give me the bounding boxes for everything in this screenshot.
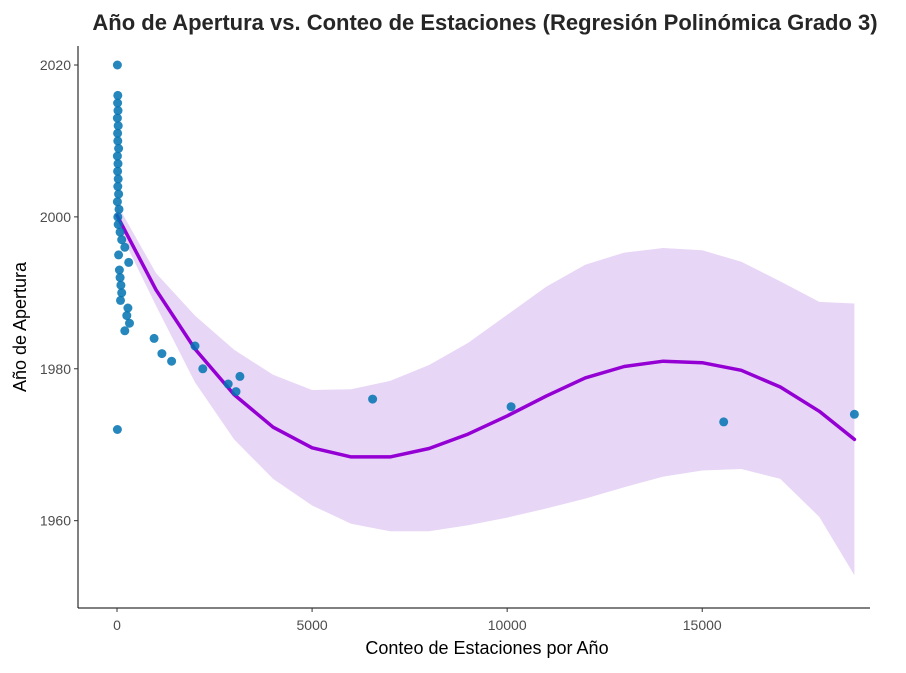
data-point [125, 318, 134, 328]
data-point [223, 379, 233, 389]
data-point [113, 90, 123, 100]
data-point [157, 349, 167, 359]
data-point [113, 212, 123, 222]
data-point [719, 417, 729, 427]
data-point [113, 106, 123, 116]
data-point [113, 98, 123, 108]
data-point [120, 326, 130, 336]
data-point [114, 144, 124, 153]
data-point [113, 166, 123, 176]
data-point [114, 265, 124, 275]
data-point [124, 257, 134, 267]
data-point [114, 189, 124, 199]
x-axis-title: Conteo de Estaciones por Año [365, 638, 608, 658]
data-point [114, 250, 124, 260]
data-point [113, 182, 123, 191]
y-axis-ticks: 1960 1980 2000 2020 [40, 57, 78, 529]
data-point [122, 311, 132, 321]
data-point [112, 151, 122, 161]
data-point [116, 280, 126, 290]
data-point [116, 295, 125, 305]
fit-line [115, 213, 857, 459]
data-point [114, 204, 124, 214]
x-axis-ticks: 0 5000 10000 15000 [113, 608, 722, 633]
data-point [112, 197, 122, 207]
data-point [115, 227, 125, 237]
data-point [113, 128, 123, 138]
data-point [235, 371, 245, 381]
data-point [123, 303, 133, 313]
data-point [117, 288, 127, 298]
data-point [120, 242, 130, 252]
data-point [112, 425, 122, 434]
data-point [506, 402, 516, 412]
x-tick-label: 10000 [488, 617, 527, 633]
fit-line-layer [115, 213, 857, 459]
scatter-points-layer [112, 60, 859, 434]
x-tick-label: 0 [113, 617, 121, 633]
data-point [231, 387, 241, 397]
y-tick-label: 2000 [40, 209, 71, 225]
y-tick-label: 1980 [40, 361, 71, 377]
data-point [198, 364, 208, 374]
data-point [149, 333, 159, 343]
confidence-band [117, 204, 855, 576]
data-point [113, 174, 123, 184]
data-point [368, 394, 378, 404]
y-tick-label: 1960 [40, 513, 71, 529]
data-point [113, 220, 123, 229]
data-point [117, 235, 127, 245]
data-point [190, 341, 200, 351]
y-axis-title: Año de Apertura [10, 261, 30, 392]
data-point [113, 159, 123, 169]
data-point [112, 113, 122, 123]
confidence-band-layer [117, 204, 855, 576]
chart-title: Año de Apertura vs. Conteo de Estaciones… [92, 10, 877, 35]
data-point [113, 136, 123, 146]
x-tick-label: 5000 [297, 617, 328, 633]
data-point [167, 356, 177, 366]
x-tick-label: 15000 [683, 617, 722, 633]
data-point [112, 60, 122, 70]
data-point [115, 273, 125, 283]
data-point [849, 409, 859, 419]
data-point [113, 121, 123, 131]
y-tick-label: 2020 [40, 57, 71, 73]
